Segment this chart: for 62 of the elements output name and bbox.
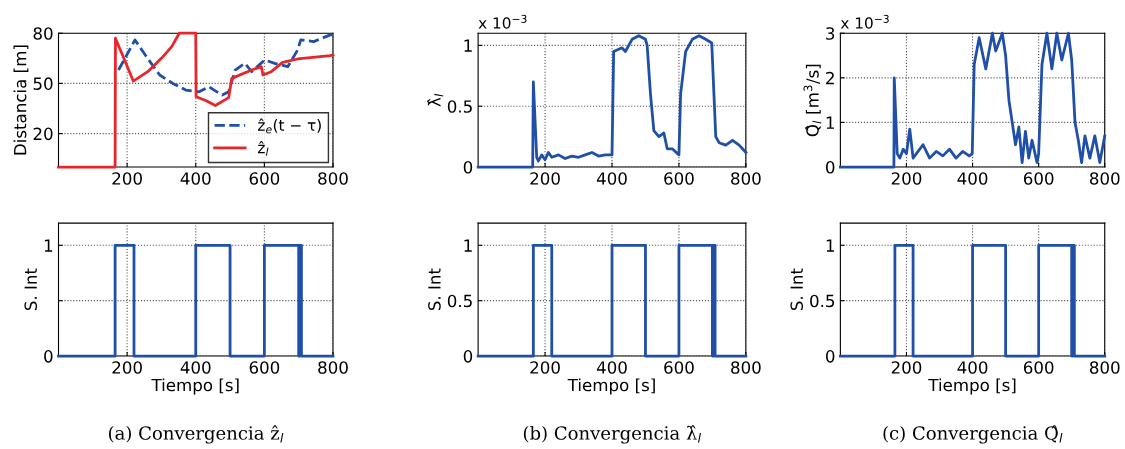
line-series: [838, 31, 1107, 169]
x-tick-label: 200: [112, 172, 142, 185]
y-tick-label: 1: [44, 239, 53, 252]
x-tick-label: 400: [596, 361, 627, 374]
x-tick-label: 800: [318, 361, 348, 374]
x-tick-label: 800: [1089, 361, 1120, 374]
x-tick-label: 200: [112, 361, 142, 374]
x-tick-label: 600: [664, 361, 694, 374]
text: x 10$^{−3}$: [840, 14, 889, 29]
y-tick-label: 1: [464, 239, 472, 252]
x-tick-label: 200: [891, 361, 922, 374]
legend-label: ẑ$_{e}$(t − τ): [258, 118, 321, 134]
y-axis-title: S. Int: [790, 268, 803, 311]
line-series: [476, 34, 748, 169]
y-tick-label: 0.5: [447, 100, 472, 113]
y-axis-title: Distancia [m]: [13, 45, 29, 155]
x-axis-title: Tiempo [s]: [928, 378, 1016, 395]
x-tick-label: 600: [249, 361, 280, 374]
x-tick-label: 600: [249, 172, 280, 185]
y-axis-title: Q̂$_{l}$ [m$^{3}$/s]: [803, 64, 822, 137]
line-series: [57, 31, 335, 169]
x-tick-label: 600: [1023, 361, 1054, 374]
y-tick-label: 50: [33, 77, 53, 90]
y-tick-label: 0: [463, 350, 473, 363]
x-axis-title: Tiempo [s]: [151, 378, 239, 395]
text: (c) Convergencia Q̂$_{l}$: [883, 425, 1063, 444]
line-series: [117, 33, 335, 97]
y-axis-title: λ̂$_{l}$: [427, 93, 444, 107]
x-tick-label: 200: [530, 361, 560, 374]
x-tick-label: 800: [731, 361, 761, 374]
x-tick-label: 800: [318, 172, 348, 185]
x-tick-label: 400: [180, 172, 211, 185]
x-tick-label: 200: [530, 172, 560, 185]
y-tick-label: 20: [33, 127, 53, 141]
y-tick-label: 1: [826, 116, 834, 129]
x-tick-label: 800: [1089, 172, 1120, 185]
y-tick-label: 1: [464, 39, 472, 52]
x-tick-label: 400: [596, 172, 627, 185]
y-tick-label: 0: [826, 350, 835, 363]
text: x 10$^{−3}$: [478, 14, 527, 29]
text: (b) Convergencia λ̂$_{l}$: [523, 425, 701, 444]
x-tick-label: 600: [664, 172, 694, 185]
y-tick-label: 0: [44, 350, 53, 363]
x-tick-label: 400: [957, 172, 988, 185]
y-axis-title: S. Int: [428, 268, 441, 311]
legend-label: ẑ$_{l}$: [258, 140, 269, 156]
text: (a) Convergencia ẑ$_{l}$: [108, 425, 284, 444]
x-tick-label: 200: [891, 172, 922, 185]
y-tick-label: 0: [826, 160, 835, 174]
y-tick-label: 3: [826, 27, 835, 40]
y-axis-title: S. Int: [24, 268, 38, 311]
x-axis-title: Tiempo [s]: [567, 378, 655, 395]
y-tick-label: 80: [33, 27, 53, 40]
y-tick-label: 0.5: [810, 294, 835, 308]
y-tick-label: 1: [826, 239, 834, 252]
x-tick-label: 400: [957, 361, 988, 374]
x-tick-label: 800: [731, 172, 761, 185]
y-tick-label: 0.5: [447, 294, 472, 308]
y-tick-label: 2: [826, 71, 834, 85]
x-tick-label: 600: [1023, 172, 1054, 185]
y-tick-label: 0: [463, 160, 473, 174]
x-tick-label: 400: [180, 361, 211, 374]
